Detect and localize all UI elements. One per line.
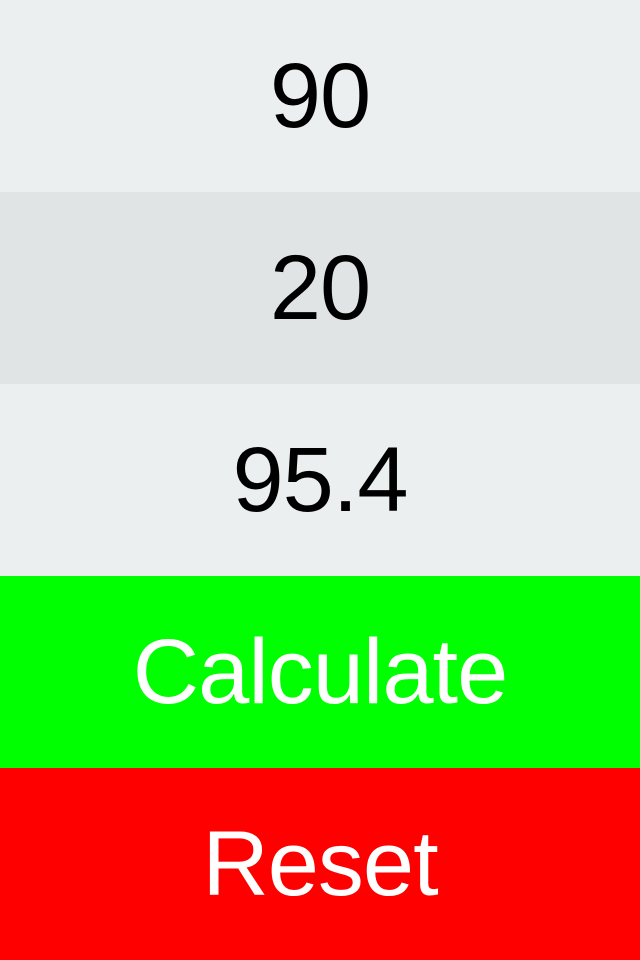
result-value-field: 95.4 bbox=[0, 384, 640, 576]
result-value-text: 95.4 bbox=[232, 428, 408, 531]
first-value-text: 90 bbox=[269, 44, 371, 147]
calculate-button[interactable]: Calculate bbox=[0, 576, 640, 768]
calculate-button-label: Calculate bbox=[132, 620, 509, 723]
reset-button-label: Reset bbox=[202, 812, 438, 915]
second-value-text: 20 bbox=[269, 236, 371, 339]
second-value-field[interactable]: 20 bbox=[0, 192, 640, 384]
reset-button[interactable]: Reset bbox=[0, 768, 640, 960]
first-value-field[interactable]: 90 bbox=[0, 0, 640, 192]
